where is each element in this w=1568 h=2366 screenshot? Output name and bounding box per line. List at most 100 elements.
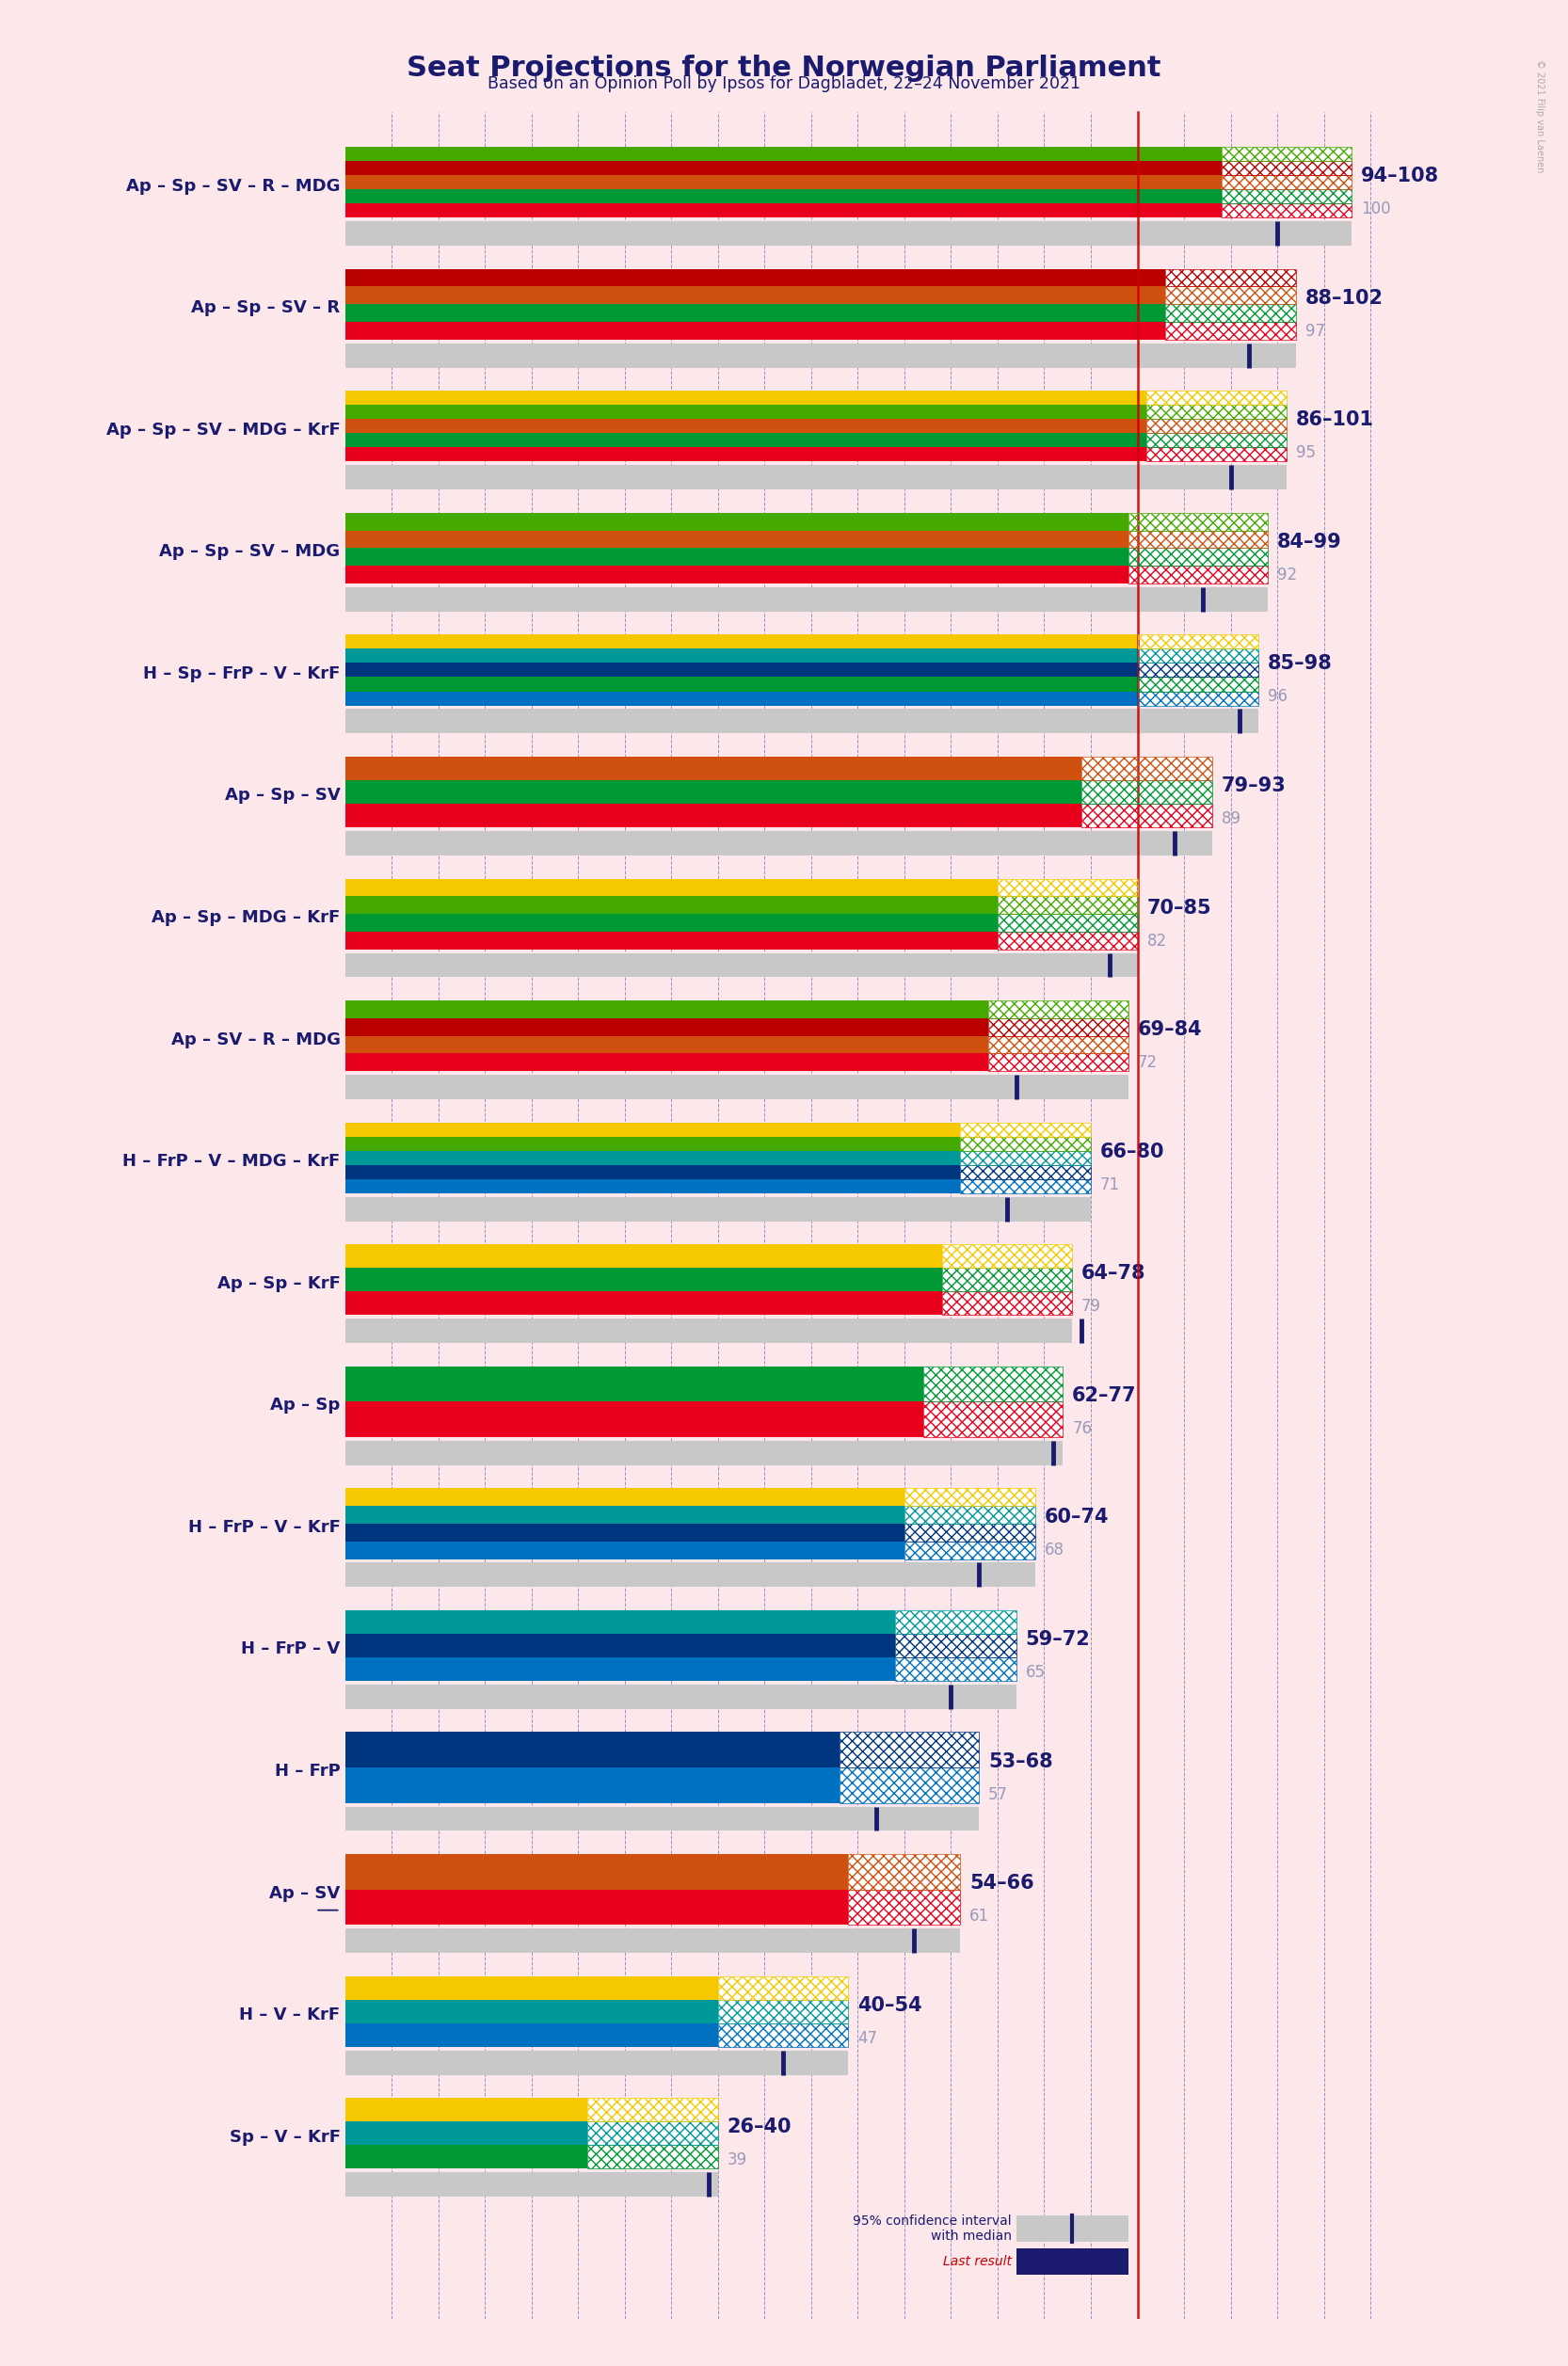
Bar — [345, 2023, 718, 2047]
Text: Based on an Opinion Poll by Ipsos for Dagbladet, 22–24 November 2021: Based on an Opinion Poll by Ipsos for Da… — [488, 76, 1080, 92]
Bar — [942, 1245, 1073, 1268]
Text: 62–77: 62–77 — [1073, 1386, 1137, 1405]
Bar — [942, 1292, 1073, 1315]
Bar — [924, 1365, 1063, 1401]
Bar — [345, 1562, 1035, 1588]
Bar — [1127, 549, 1269, 565]
Bar — [905, 1540, 1035, 1559]
Text: 60–74: 60–74 — [1044, 1507, 1109, 1526]
Bar — [1221, 175, 1352, 189]
Bar — [1165, 322, 1295, 341]
Bar — [345, 161, 1221, 175]
Bar — [345, 305, 1165, 322]
Bar — [345, 2122, 588, 2146]
Bar — [960, 1164, 1091, 1178]
Bar — [345, 953, 1137, 977]
Text: Ap – Sp – SV – R – MDG: Ap – Sp – SV – R – MDG — [125, 177, 340, 194]
Text: Last result: Last result — [942, 2255, 1011, 2269]
Bar — [345, 447, 1146, 461]
Text: 61: 61 — [969, 1907, 989, 1926]
Text: H – Sp – FrP – V – KrF: H – Sp – FrP – V – KrF — [143, 665, 340, 681]
Bar — [997, 932, 1137, 949]
Text: 86–101: 86–101 — [1295, 412, 1374, 431]
Bar — [345, 390, 1146, 405]
Bar — [1221, 189, 1352, 203]
Text: 72: 72 — [1137, 1055, 1157, 1072]
Bar — [345, 1540, 905, 1559]
Bar — [345, 286, 1165, 305]
Bar — [345, 1053, 988, 1072]
Text: Ap – Sp – MDG – KrF: Ap – Sp – MDG – KrF — [152, 909, 340, 925]
Bar — [1221, 147, 1352, 161]
Bar — [960, 1136, 1091, 1150]
Text: 64–78: 64–78 — [1082, 1263, 1146, 1282]
Bar — [1146, 405, 1287, 419]
Text: 76: 76 — [1073, 1420, 1091, 1436]
Bar — [1165, 286, 1295, 305]
Bar — [960, 1150, 1091, 1164]
Bar — [960, 1178, 1091, 1192]
Bar — [345, 1164, 960, 1178]
Bar — [839, 1767, 978, 1803]
Text: H – FrP – V – KrF: H – FrP – V – KrF — [188, 1519, 340, 1536]
Bar — [997, 878, 1137, 897]
Bar — [905, 1505, 1035, 1524]
Bar — [1137, 634, 1259, 648]
Text: 79–93: 79–93 — [1221, 776, 1286, 795]
Bar — [345, 1017, 988, 1036]
Text: 68: 68 — [1044, 1543, 1065, 1559]
Text: 84–99: 84–99 — [1278, 532, 1342, 551]
Bar — [988, 1017, 1127, 1036]
Bar — [345, 203, 1221, 218]
Bar — [345, 634, 1137, 648]
Bar — [345, 710, 1259, 733]
Bar — [718, 1999, 848, 2023]
Bar — [997, 897, 1137, 913]
Bar — [345, 2099, 588, 2122]
Bar — [1221, 175, 1352, 189]
Bar — [1165, 270, 1295, 286]
Bar — [1137, 634, 1259, 648]
Bar — [345, 322, 1165, 341]
Bar — [345, 1524, 905, 1540]
Bar — [345, 1999, 718, 2023]
Bar — [905, 1488, 1035, 1505]
Bar — [1082, 781, 1212, 804]
Bar — [345, 1036, 988, 1053]
Bar — [1165, 270, 1295, 286]
Bar — [1127, 565, 1269, 584]
Text: 54–66: 54–66 — [969, 1874, 1035, 1893]
Bar — [988, 1017, 1127, 1036]
Bar — [988, 1036, 1127, 1053]
Bar — [345, 1441, 1063, 1465]
Text: 96: 96 — [1269, 689, 1287, 705]
Bar — [345, 1245, 942, 1268]
Bar — [1146, 390, 1287, 405]
Bar — [895, 1611, 1016, 1635]
Bar — [839, 1732, 978, 1767]
Bar — [895, 1635, 1016, 1656]
Bar — [345, 1505, 905, 1524]
Bar — [345, 189, 1221, 203]
Bar — [1146, 419, 1287, 433]
Bar — [345, 1685, 1016, 1708]
Bar — [1146, 419, 1287, 433]
Text: 95: 95 — [1295, 445, 1316, 461]
Bar — [905, 1488, 1035, 1505]
Bar — [848, 1855, 960, 1890]
Bar — [345, 1150, 960, 1164]
Bar — [345, 662, 1137, 677]
Bar — [345, 222, 1352, 246]
Bar — [1137, 648, 1259, 662]
Bar — [345, 433, 1146, 447]
Text: Ap – Sp – SV: Ap – Sp – SV — [224, 788, 340, 804]
Bar — [895, 1656, 1016, 1680]
Bar — [345, 913, 997, 932]
Bar — [345, 1318, 1073, 1344]
Bar — [848, 1890, 960, 1926]
Bar — [848, 1890, 960, 1926]
Text: Sp – V – KrF: Sp – V – KrF — [229, 2129, 340, 2146]
Text: 57: 57 — [988, 1786, 1008, 1803]
Bar — [718, 1976, 848, 1999]
Bar — [345, 932, 997, 949]
